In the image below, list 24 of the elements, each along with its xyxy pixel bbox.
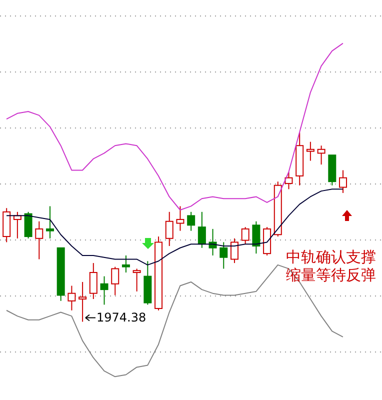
candlestick [241, 226, 250, 245]
candlestick [89, 262, 98, 300]
candlestick [230, 238, 238, 264]
candlestick [46, 206, 54, 239]
candlestick [198, 211, 206, 248]
candlestick [252, 220, 260, 254]
candlestick [100, 276, 108, 306]
candlestick [165, 211, 174, 246]
candlestick [306, 141, 314, 162]
annotation: 中轨确认支撑 [286, 248, 376, 266]
candlestick [187, 211, 196, 232]
candlestick [35, 220, 44, 260]
candlestick [284, 172, 293, 190]
candlestick [68, 285, 76, 311]
candlestick [132, 268, 141, 292]
candlestick [220, 242, 228, 270]
annotation: 1974.38 [96, 310, 146, 325]
candlestick [339, 170, 348, 194]
candlestick [111, 266, 120, 296]
candlestick [24, 211, 32, 239]
candlestick [317, 145, 326, 166]
candlestick [122, 254, 130, 273]
candlestick [176, 206, 184, 232]
annotation: 缩量等待反弹 [286, 266, 376, 284]
